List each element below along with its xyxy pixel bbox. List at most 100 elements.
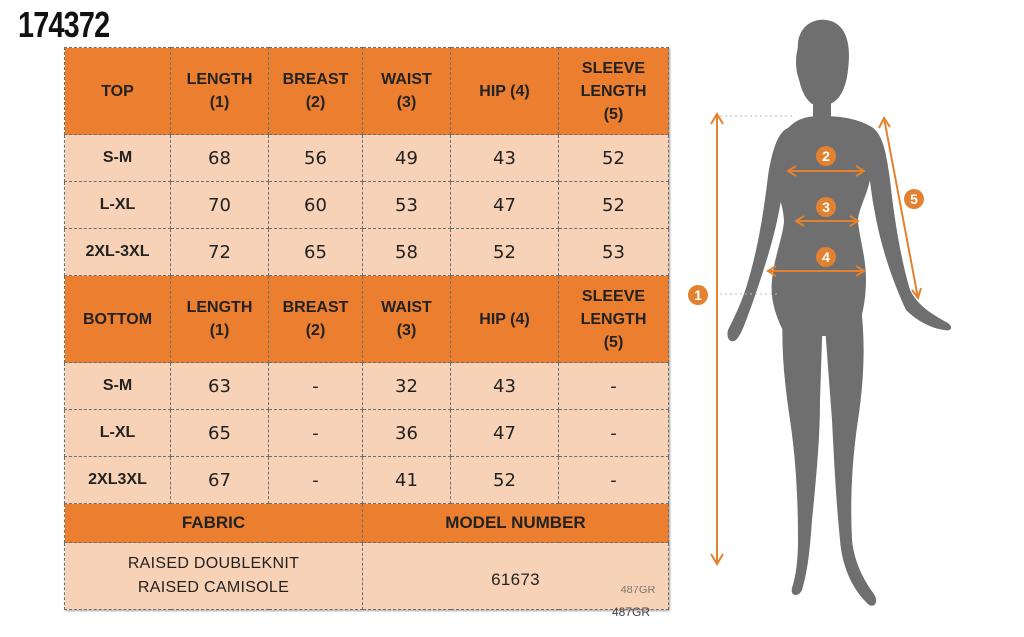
column-header: BREAST (2) — [268, 275, 363, 363]
column-header-line: BOTTOM — [82, 310, 153, 328]
column-header-line: SLEEVE — [581, 287, 646, 305]
fabric-value: RAISED DOUBLEKNIT RAISED CAMISOLE — [64, 542, 363, 610]
column-header: LENGTH (1) — [170, 47, 269, 135]
column-header-line: LENGTH — [580, 82, 647, 100]
column-header: LENGTH (1) — [170, 275, 269, 363]
table-cell: - — [558, 362, 669, 410]
waist-arrow-left — [794, 215, 805, 227]
column-header: TOP — [64, 47, 171, 135]
marker-3: 3 — [816, 197, 836, 217]
measurement-markers: 1 2 3 4 5 — [688, 146, 924, 305]
table-cell: 67 — [170, 456, 269, 504]
column-header-line: BREAST — [282, 71, 349, 88]
column-header-line: TOP — [101, 82, 134, 100]
column-header-line: HIP (4) — [479, 82, 530, 100]
breast-arrow-right — [855, 165, 866, 177]
marker-4: 4 — [816, 247, 836, 267]
sleeve-line — [883, 117, 919, 299]
marker-1: 1 — [688, 285, 708, 305]
table-row: L-XL 70 60 53 47 52 — [64, 181, 669, 229]
silhouette — [727, 19, 952, 606]
column-header: WAIST (3) — [362, 275, 451, 363]
top-section-header-row: TOP LENGTH (1) BREAST (2) WAIST (3) HIP (4) SLEE… — [64, 47, 669, 135]
column-header-line: SLEEVE — [581, 59, 646, 77]
left-leg-shape — [782, 300, 824, 596]
hair-shape — [797, 19, 850, 104]
table-cell: 60 — [268, 181, 363, 229]
table-row: L-XL 65-36 47- — [64, 409, 669, 457]
table-cell: 53 — [362, 181, 451, 229]
marker-5: 5 — [904, 189, 924, 209]
marker-label: 4 — [822, 249, 830, 265]
column-header-line: (5) — [603, 105, 624, 123]
length-arrow-bottom — [710, 553, 724, 566]
table-cell: 63 — [170, 362, 269, 410]
top-section: TOP LENGTH (1) BREAST (2) WAIST (3) HIP (4) SLEE… — [64, 47, 669, 276]
product-code: 174372 — [18, 4, 110, 45]
partial-code: 487GR — [620, 586, 656, 596]
column-header: WAIST (3) — [362, 47, 451, 135]
column-header-line: (2) — [305, 322, 326, 339]
table-cell: - — [558, 409, 669, 457]
marker-circle — [904, 189, 924, 209]
column-header-line: (5) — [603, 333, 624, 351]
table-cell: 43 — [450, 134, 559, 182]
table-row: 2XL3XL 67-41 52- — [64, 456, 669, 504]
column-header-line: WAIST — [381, 299, 432, 316]
right-arm-shape — [866, 126, 952, 331]
hip-arrow-right — [855, 265, 866, 277]
left-arm-shape — [727, 128, 792, 342]
column-header: BOTTOM — [64, 275, 171, 363]
column-header-line: BREAST — [282, 299, 349, 316]
measurement-guides — [710, 112, 922, 566]
column-header-line: LENGTH — [186, 71, 253, 88]
column-header-line: LENGTH — [186, 299, 253, 316]
marker-2: 2 — [816, 146, 836, 166]
table-cell: 52 — [558, 134, 669, 182]
breast-arrow-left — [786, 165, 797, 177]
table-row: S-M 68 56 49 43 52 — [64, 134, 669, 182]
column-header-line: (3) — [396, 322, 417, 339]
marker-label: 1 — [694, 287, 702, 303]
column-header-line: WAIST — [381, 71, 432, 88]
column-header-line: (2) — [305, 94, 326, 111]
marker-label: 5 — [910, 191, 918, 207]
column-header: BREAST (2) — [268, 47, 363, 135]
neck-shape — [813, 98, 831, 118]
fabric-line: RAISED CAMISOLE — [137, 579, 290, 596]
marker-circle — [688, 285, 708, 305]
table-cell: - — [268, 456, 363, 504]
column-header-line: HIP (4) — [479, 310, 530, 328]
table-row: 2XL-3XL 72 65 58 52 53 — [64, 228, 669, 276]
table-cell: 70 — [170, 181, 269, 229]
hip-arrow-left — [766, 265, 777, 277]
model-number-header: MODEL NUMBER — [362, 503, 669, 543]
table-cell: 58 — [362, 228, 451, 276]
column-header: HIP (4) — [450, 47, 559, 135]
waist-arrow-right — [849, 215, 860, 227]
marker-label: 2 — [822, 148, 830, 164]
table-cell: 65 — [170, 409, 269, 457]
sleeve-arrow-bottom — [911, 287, 922, 301]
table-cell: 47 — [450, 409, 559, 457]
model-number-value: 61673 — [362, 542, 669, 610]
table-cell: 53 — [558, 228, 669, 276]
table-cell: - — [558, 456, 669, 504]
small-code: 487GR — [612, 605, 651, 619]
table-cell: 43 — [450, 362, 559, 410]
table-row: S-M 63-32 43- — [64, 362, 669, 410]
fabric-line: RAISED DOUBLEKNIT — [127, 555, 300, 572]
table-cell: 49 — [362, 134, 451, 182]
marker-circle — [816, 197, 836, 217]
fabric-header: FABRIC — [64, 503, 363, 543]
table-cell: 36 — [362, 409, 451, 457]
column-header-line: (1) — [209, 94, 230, 111]
table-cell: 68 — [170, 134, 269, 182]
length-arrow-top — [710, 112, 724, 125]
table-cell: 41 — [362, 456, 451, 504]
size-label: S-M — [64, 362, 171, 410]
column-header-line: (3) — [396, 94, 417, 111]
table-cell: - — [268, 362, 363, 410]
marker-circle — [816, 247, 836, 267]
bottom-section-header-row: BOTTOM LENGTH (1) BREAST (2) WAIST (3) HIP (4) S… — [64, 275, 669, 363]
